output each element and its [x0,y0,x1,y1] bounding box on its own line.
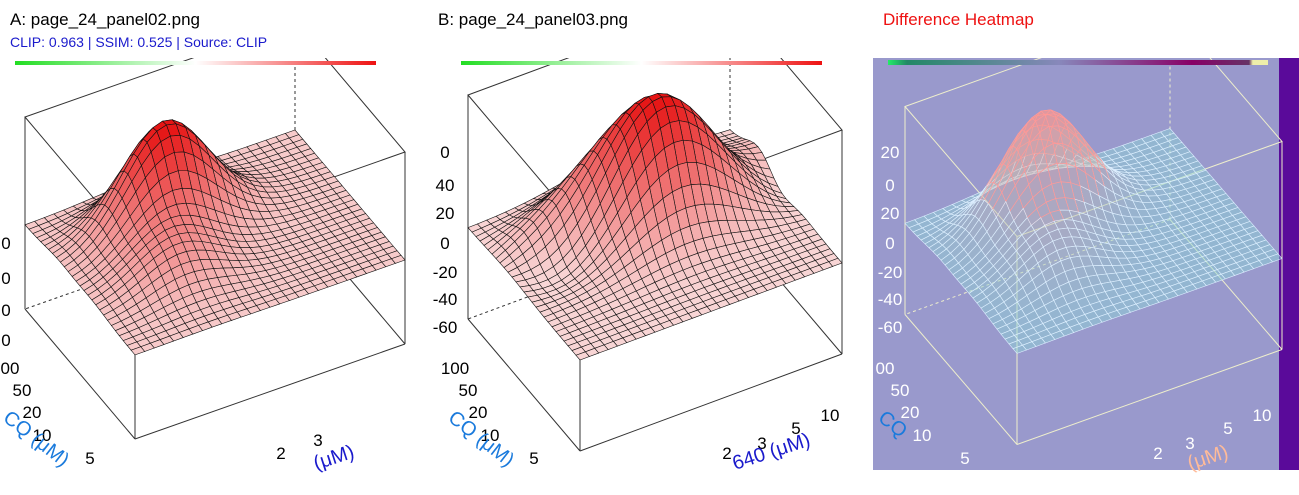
z-tick-label: -40 [878,290,903,309]
z-tick-label: -20 [878,263,903,282]
z-tick-label: -60 [878,318,903,337]
y-tick-label: 5 [529,449,538,468]
y-tick-label: 5 [85,449,94,468]
plot-box [1016,349,1283,445]
x-tick-label: 2 [276,444,285,463]
y-tick-label: 10 [33,426,52,445]
x-tick-label: 10 [821,406,840,425]
plot-image [904,58,1283,445]
z-tick-label: -40 [433,290,458,309]
y-tick-label: 00 [876,359,895,378]
y-tick-label: 10 [913,426,932,445]
panel-title: A: page_24_panel02.png [10,10,200,29]
y-tick-label: 100 [441,359,469,378]
plot-box [579,353,843,452]
y-tick-label: 50 [891,381,910,400]
x-tick-label: 10 [1253,406,1272,425]
z-tick-label: 20 [881,204,900,223]
z-tick-label: 0 [885,176,894,195]
surface-cell [575,351,590,361]
x-tick-label: 5 [791,419,800,438]
z-tick-label: 0 [440,234,449,253]
x-tick-label: 3 [1185,434,1194,453]
z-tick-label: 0 [1,269,10,288]
color-bar [888,60,1268,65]
y-tick-label: 20 [469,403,488,422]
z-tick-label: 20 [881,143,900,162]
panel-subtitle: CLIP: 0.963 | SSIM: 0.525 | Source: CLIP [10,34,267,50]
z-tick-label: 0 [1,301,10,320]
y-tick-label: 20 [23,403,42,422]
plot-image [24,58,406,440]
plot-box [134,343,406,440]
z-tick-label: 0 [440,143,449,162]
y-tick-label: 10 [481,426,500,445]
z-tick-label: 0 [1,234,10,253]
plot-box [904,314,1018,445]
plot-image [467,58,843,452]
color-bar [15,61,376,65]
y-tick-label: 20 [901,403,920,422]
panel-title: Difference Heatmap [883,10,1034,29]
y-tick-label: 00 [1,359,20,378]
y-tick-label: 50 [459,381,478,400]
y-tick-label: 50 [13,381,32,400]
surface-cell [1012,344,1027,354]
surface-cell [130,346,146,356]
z-tick-label: 0 [1,331,10,350]
z-tick-label: 40 [436,176,455,195]
heatmap-edge [1279,58,1299,470]
z-tick-label: 0 [885,234,894,253]
x-axis-label: 640 (μM) [730,429,813,475]
y-tick-label: 5 [960,449,969,468]
panel-title: B: page_24_panel03.png [438,10,628,29]
x-tick-label: 3 [757,434,766,453]
z-tick-label: -20 [433,263,458,282]
plot-box [904,219,1171,315]
plot-box [24,308,136,440]
color-bar [461,61,822,65]
z-tick-label: 20 [436,204,455,223]
x-tick-label: 5 [1223,419,1232,438]
x-tick-label: 2 [722,444,731,463]
plot-box [467,318,581,452]
z-tick-label: -60 [433,318,458,337]
x-tick-label: 2 [1153,444,1162,463]
x-tick-label: 3 [313,431,322,450]
plot-box [1169,219,1283,350]
